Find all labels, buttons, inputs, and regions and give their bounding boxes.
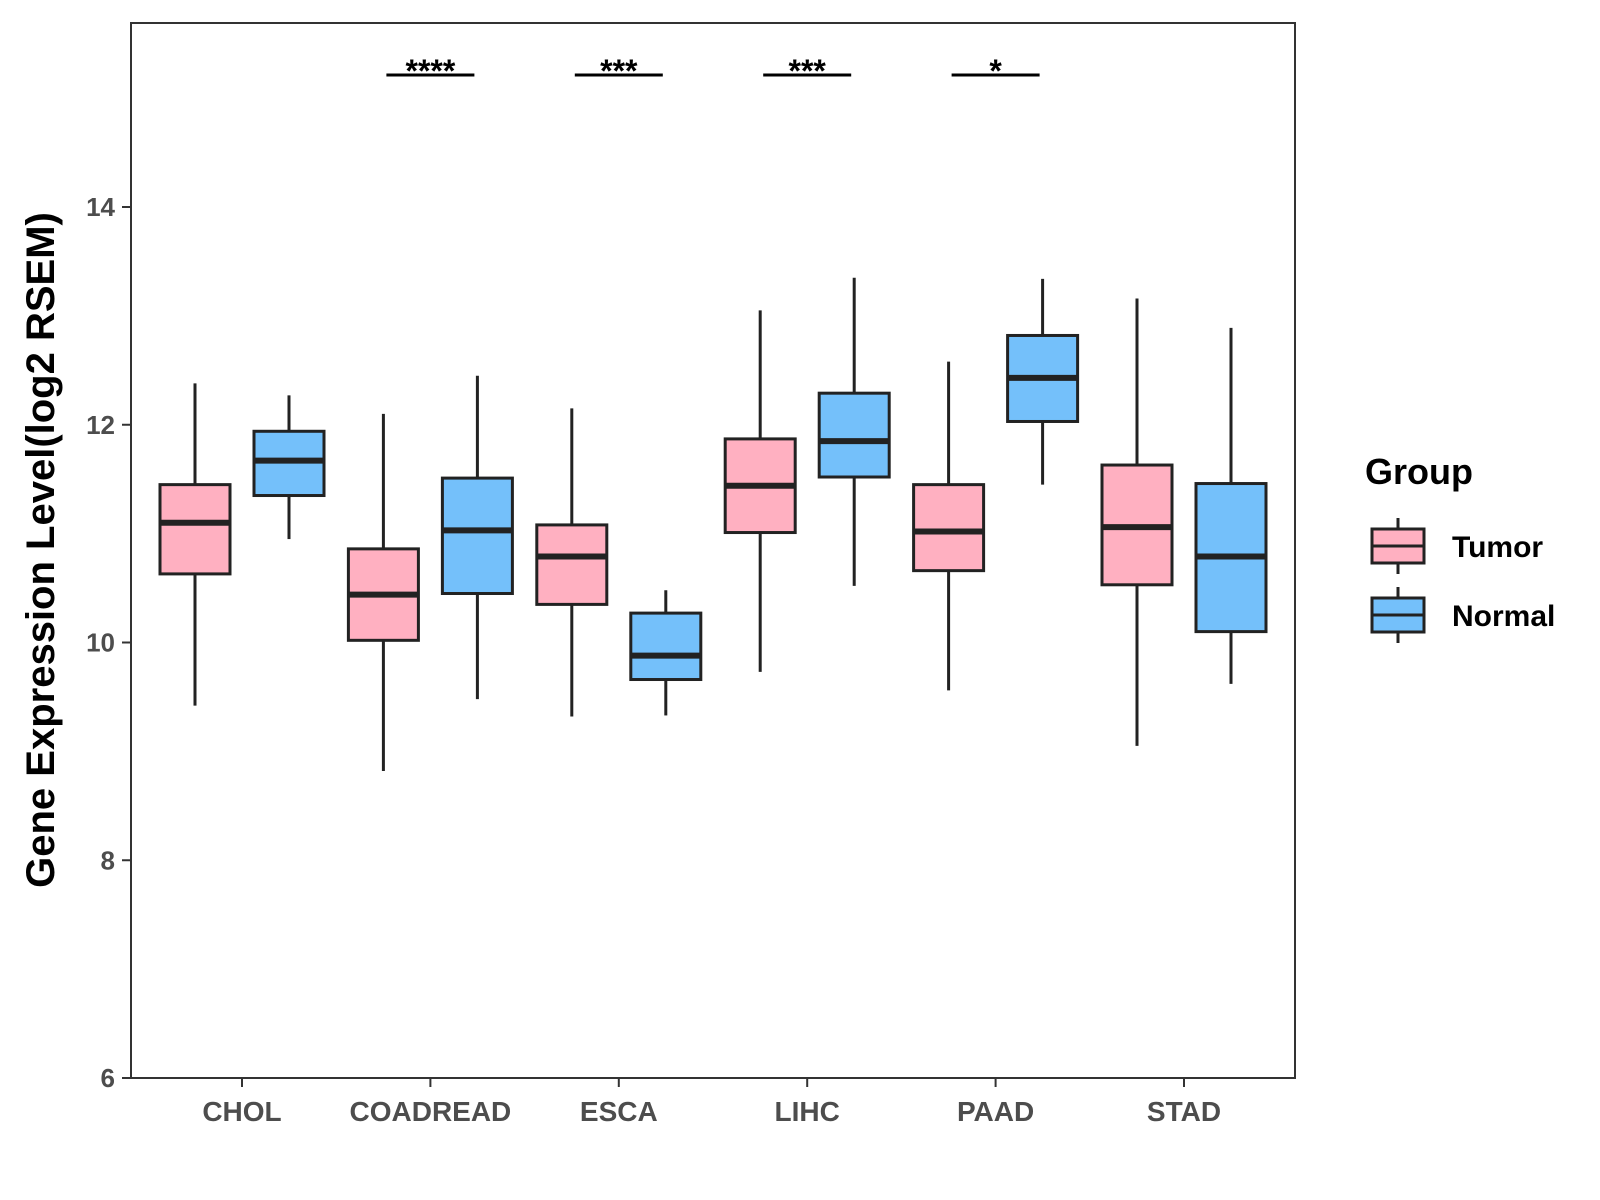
box-normal-paad	[1006, 278, 1080, 485]
y-axis: 6 8 10 12 14	[86, 192, 131, 1093]
significance-label: ****	[405, 53, 455, 89]
legend-key-normal: Normal	[1370, 587, 1555, 643]
box-tumor-esca	[535, 408, 609, 717]
box-normal-stad	[1194, 327, 1268, 684]
x-axis: CHOL COADREAD ESCA LIHC PAAD STAD	[202, 1078, 1221, 1127]
legend-title: Group	[1365, 451, 1473, 492]
box-normal-coadread	[440, 375, 514, 700]
y-axis-title: Gene Expression Level(log2 RSEM)	[19, 212, 63, 888]
box-tumor-lihc	[723, 310, 797, 672]
box-tumor-chol	[158, 383, 232, 706]
box-normal-esca	[629, 590, 703, 716]
box-tumor-coadread	[346, 413, 420, 771]
box-tumor-paad	[912, 361, 986, 691]
box-normal-lihc	[817, 277, 891, 586]
significance-label: ***	[789, 53, 827, 89]
box-series	[158, 277, 1268, 771]
x-tick-label-stad: STAD	[1147, 1096, 1221, 1127]
significance-annotations: **** *** *** *	[386, 53, 1040, 89]
y-tick-label: 12	[86, 410, 115, 440]
y-tick-label: 10	[86, 628, 115, 658]
box-body	[535, 523, 609, 606]
legend-label-tumor: Tumor	[1452, 531, 1543, 564]
box-normal-chol	[252, 395, 326, 540]
legend-label-normal: Normal	[1452, 600, 1555, 633]
y-tick-label: 6	[101, 1063, 115, 1093]
box-body	[817, 391, 891, 479]
x-tick-label-chol: CHOL	[202, 1096, 281, 1127]
box-body	[440, 476, 514, 596]
x-tick-label-esca: ESCA	[580, 1096, 658, 1127]
legend: Group Tumor Normal	[1365, 451, 1555, 643]
box-body	[158, 483, 232, 576]
box-tumor-stad	[1100, 298, 1174, 746]
x-tick-label-coadread: COADREAD	[350, 1096, 512, 1127]
box-body	[912, 483, 986, 573]
y-tick-label: 14	[86, 192, 115, 222]
y-tick-label: 8	[101, 845, 115, 875]
significance-label: *	[989, 53, 1002, 89]
legend-key-tumor: Tumor	[1370, 518, 1543, 574]
significance-label: ***	[600, 53, 638, 89]
x-tick-label-paad: PAAD	[957, 1096, 1034, 1127]
box-body	[629, 611, 703, 682]
x-tick-label-lihc: LIHC	[775, 1096, 840, 1127]
